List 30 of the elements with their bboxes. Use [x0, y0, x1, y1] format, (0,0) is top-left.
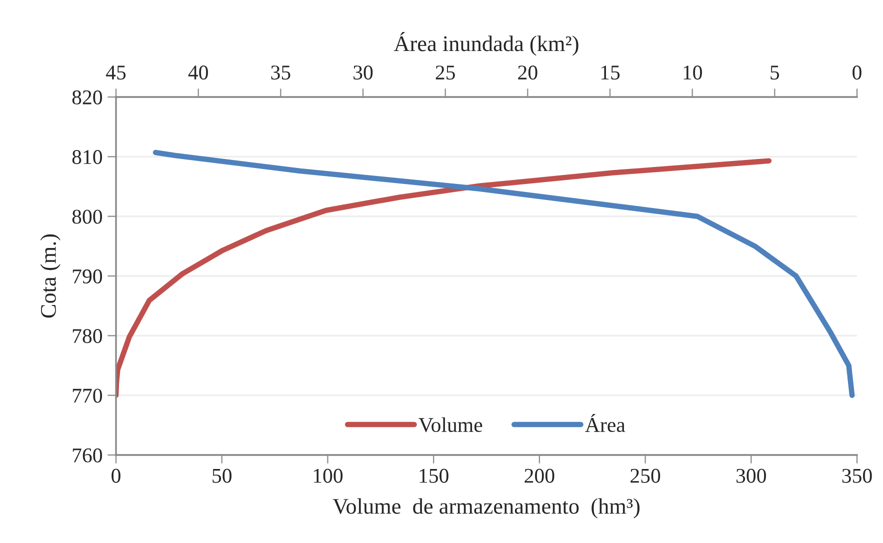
y-axis-title: Cota (m.) [40, 234, 60, 318]
x2-tick-label: 0 [852, 66, 862, 80]
y-tick-label: 810 [72, 150, 102, 164]
x2-tick-label: 40 [188, 66, 208, 80]
x-tick-label: 300 [736, 468, 766, 483]
x2-tick-label: 5 [770, 66, 780, 80]
x-tick-label: 100 [314, 468, 343, 483]
y-tick-label: 770 [72, 388, 102, 403]
y-tick-label: 820 [72, 90, 102, 104]
x2-tick-label: 30 [354, 66, 373, 80]
x-tick-label: 350 [842, 468, 872, 483]
legend-label: Volume [418, 417, 482, 432]
y-tick-label: 800 [72, 210, 102, 224]
x2-axis-title: Área inundada (km²) [394, 32, 578, 56]
x2-tick-label: 25 [436, 66, 455, 80]
x2-tick-label: 35 [271, 66, 290, 80]
x-axis-title: Volume de armazenamento (hm³) [332, 498, 640, 518]
legend-label: Área [585, 414, 626, 432]
y-tick-label: 790 [72, 269, 102, 284]
x2-tick-label: 20 [518, 66, 538, 80]
x-tick-label: 50 [212, 468, 232, 483]
x2-tick-label: 10 [684, 66, 702, 80]
y-tick-label: 780 [72, 329, 102, 344]
x2-tick-label: 15 [601, 66, 620, 80]
x-tick-label: 250 [630, 468, 660, 483]
x-tick-label: 0 [112, 468, 120, 483]
y-tick-label: 760 [72, 448, 102, 462]
x-tick-label: 200 [524, 468, 554, 483]
x-tick-label: 150 [420, 468, 448, 483]
x2-tick-label: 45 [106, 66, 126, 80]
